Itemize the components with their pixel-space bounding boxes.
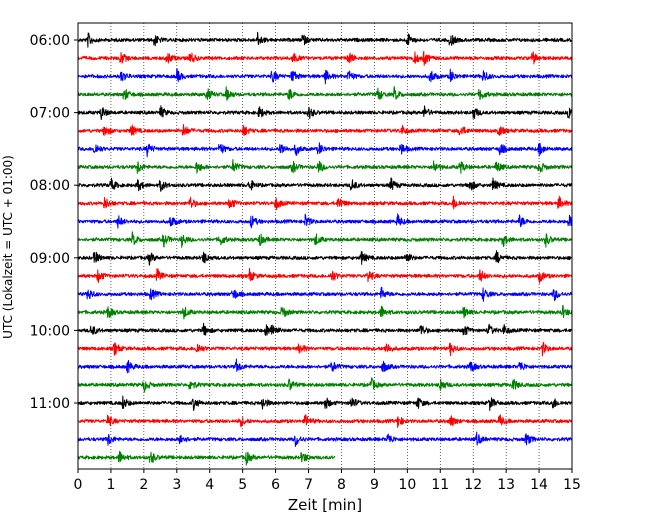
trace-line bbox=[77, 267, 573, 284]
x-tick-label: 14 bbox=[530, 477, 548, 493]
trace-line bbox=[77, 304, 573, 320]
seismic-traces bbox=[77, 31, 573, 466]
x-tick-label: 2 bbox=[139, 477, 148, 493]
x-tick-label: 6 bbox=[271, 477, 280, 493]
x-tick-label: 13 bbox=[497, 477, 515, 493]
trace-line bbox=[77, 86, 573, 101]
trace-line bbox=[77, 195, 573, 211]
trace-line bbox=[77, 124, 573, 136]
x-tick-label: 1 bbox=[106, 477, 115, 493]
x-tick-label: 3 bbox=[172, 477, 181, 493]
x-tick-label: 7 bbox=[304, 477, 313, 493]
trace-line bbox=[77, 142, 573, 158]
trace-line bbox=[77, 431, 573, 447]
trace-line bbox=[77, 250, 573, 266]
trace-line bbox=[77, 31, 573, 48]
y-tick-label: 10:00 bbox=[30, 323, 70, 339]
trace-line bbox=[77, 68, 573, 85]
x-tick-label: 8 bbox=[337, 477, 346, 493]
x-axis-label: Zeit [min] bbox=[288, 496, 362, 514]
trace-line bbox=[77, 450, 336, 466]
trace-line bbox=[77, 377, 573, 393]
y-tick-label: 08:00 bbox=[30, 178, 70, 194]
x-tick-label: 9 bbox=[370, 477, 379, 493]
plot-background bbox=[78, 23, 572, 469]
trace-line bbox=[77, 322, 573, 337]
y-tick-label: 06:00 bbox=[30, 33, 70, 49]
x-tick-label: 0 bbox=[74, 477, 83, 493]
x-grid bbox=[110, 23, 540, 469]
trace-line bbox=[77, 358, 573, 374]
trace-line bbox=[77, 414, 573, 428]
y-axis-ticks: 06:00 07:00 08:00 09:00 10:00 11:00 bbox=[30, 33, 78, 412]
x-tick-label: 11 bbox=[431, 477, 449, 493]
x-tick-label: 4 bbox=[205, 477, 214, 493]
y-tick-label: 07:00 bbox=[30, 106, 70, 122]
trace-line bbox=[77, 286, 573, 302]
trace-line bbox=[77, 341, 573, 357]
trace-line bbox=[77, 105, 573, 120]
y-axis-label: UTC (Lokalzeit = UTC + 01:00) bbox=[1, 155, 15, 339]
trace-line bbox=[77, 177, 573, 192]
plot-frame bbox=[77, 22, 573, 470]
trace-line bbox=[77, 213, 573, 229]
trace-line bbox=[77, 50, 573, 66]
y-tick-label: 11:00 bbox=[30, 396, 70, 412]
x-axis-ticks: 0 1 2 3 4 5 6 7 8 9 10 11 12 13 14 15 bbox=[74, 469, 581, 493]
x-tick-label: 5 bbox=[238, 477, 247, 493]
trace-line bbox=[77, 159, 573, 174]
trace-line bbox=[77, 231, 573, 248]
trace-line bbox=[77, 395, 573, 411]
y-tick-label: 09:00 bbox=[30, 251, 70, 267]
x-tick-label: 15 bbox=[563, 477, 581, 493]
x-tick-label: 12 bbox=[464, 477, 482, 493]
x-tick-label: 10 bbox=[398, 477, 416, 493]
